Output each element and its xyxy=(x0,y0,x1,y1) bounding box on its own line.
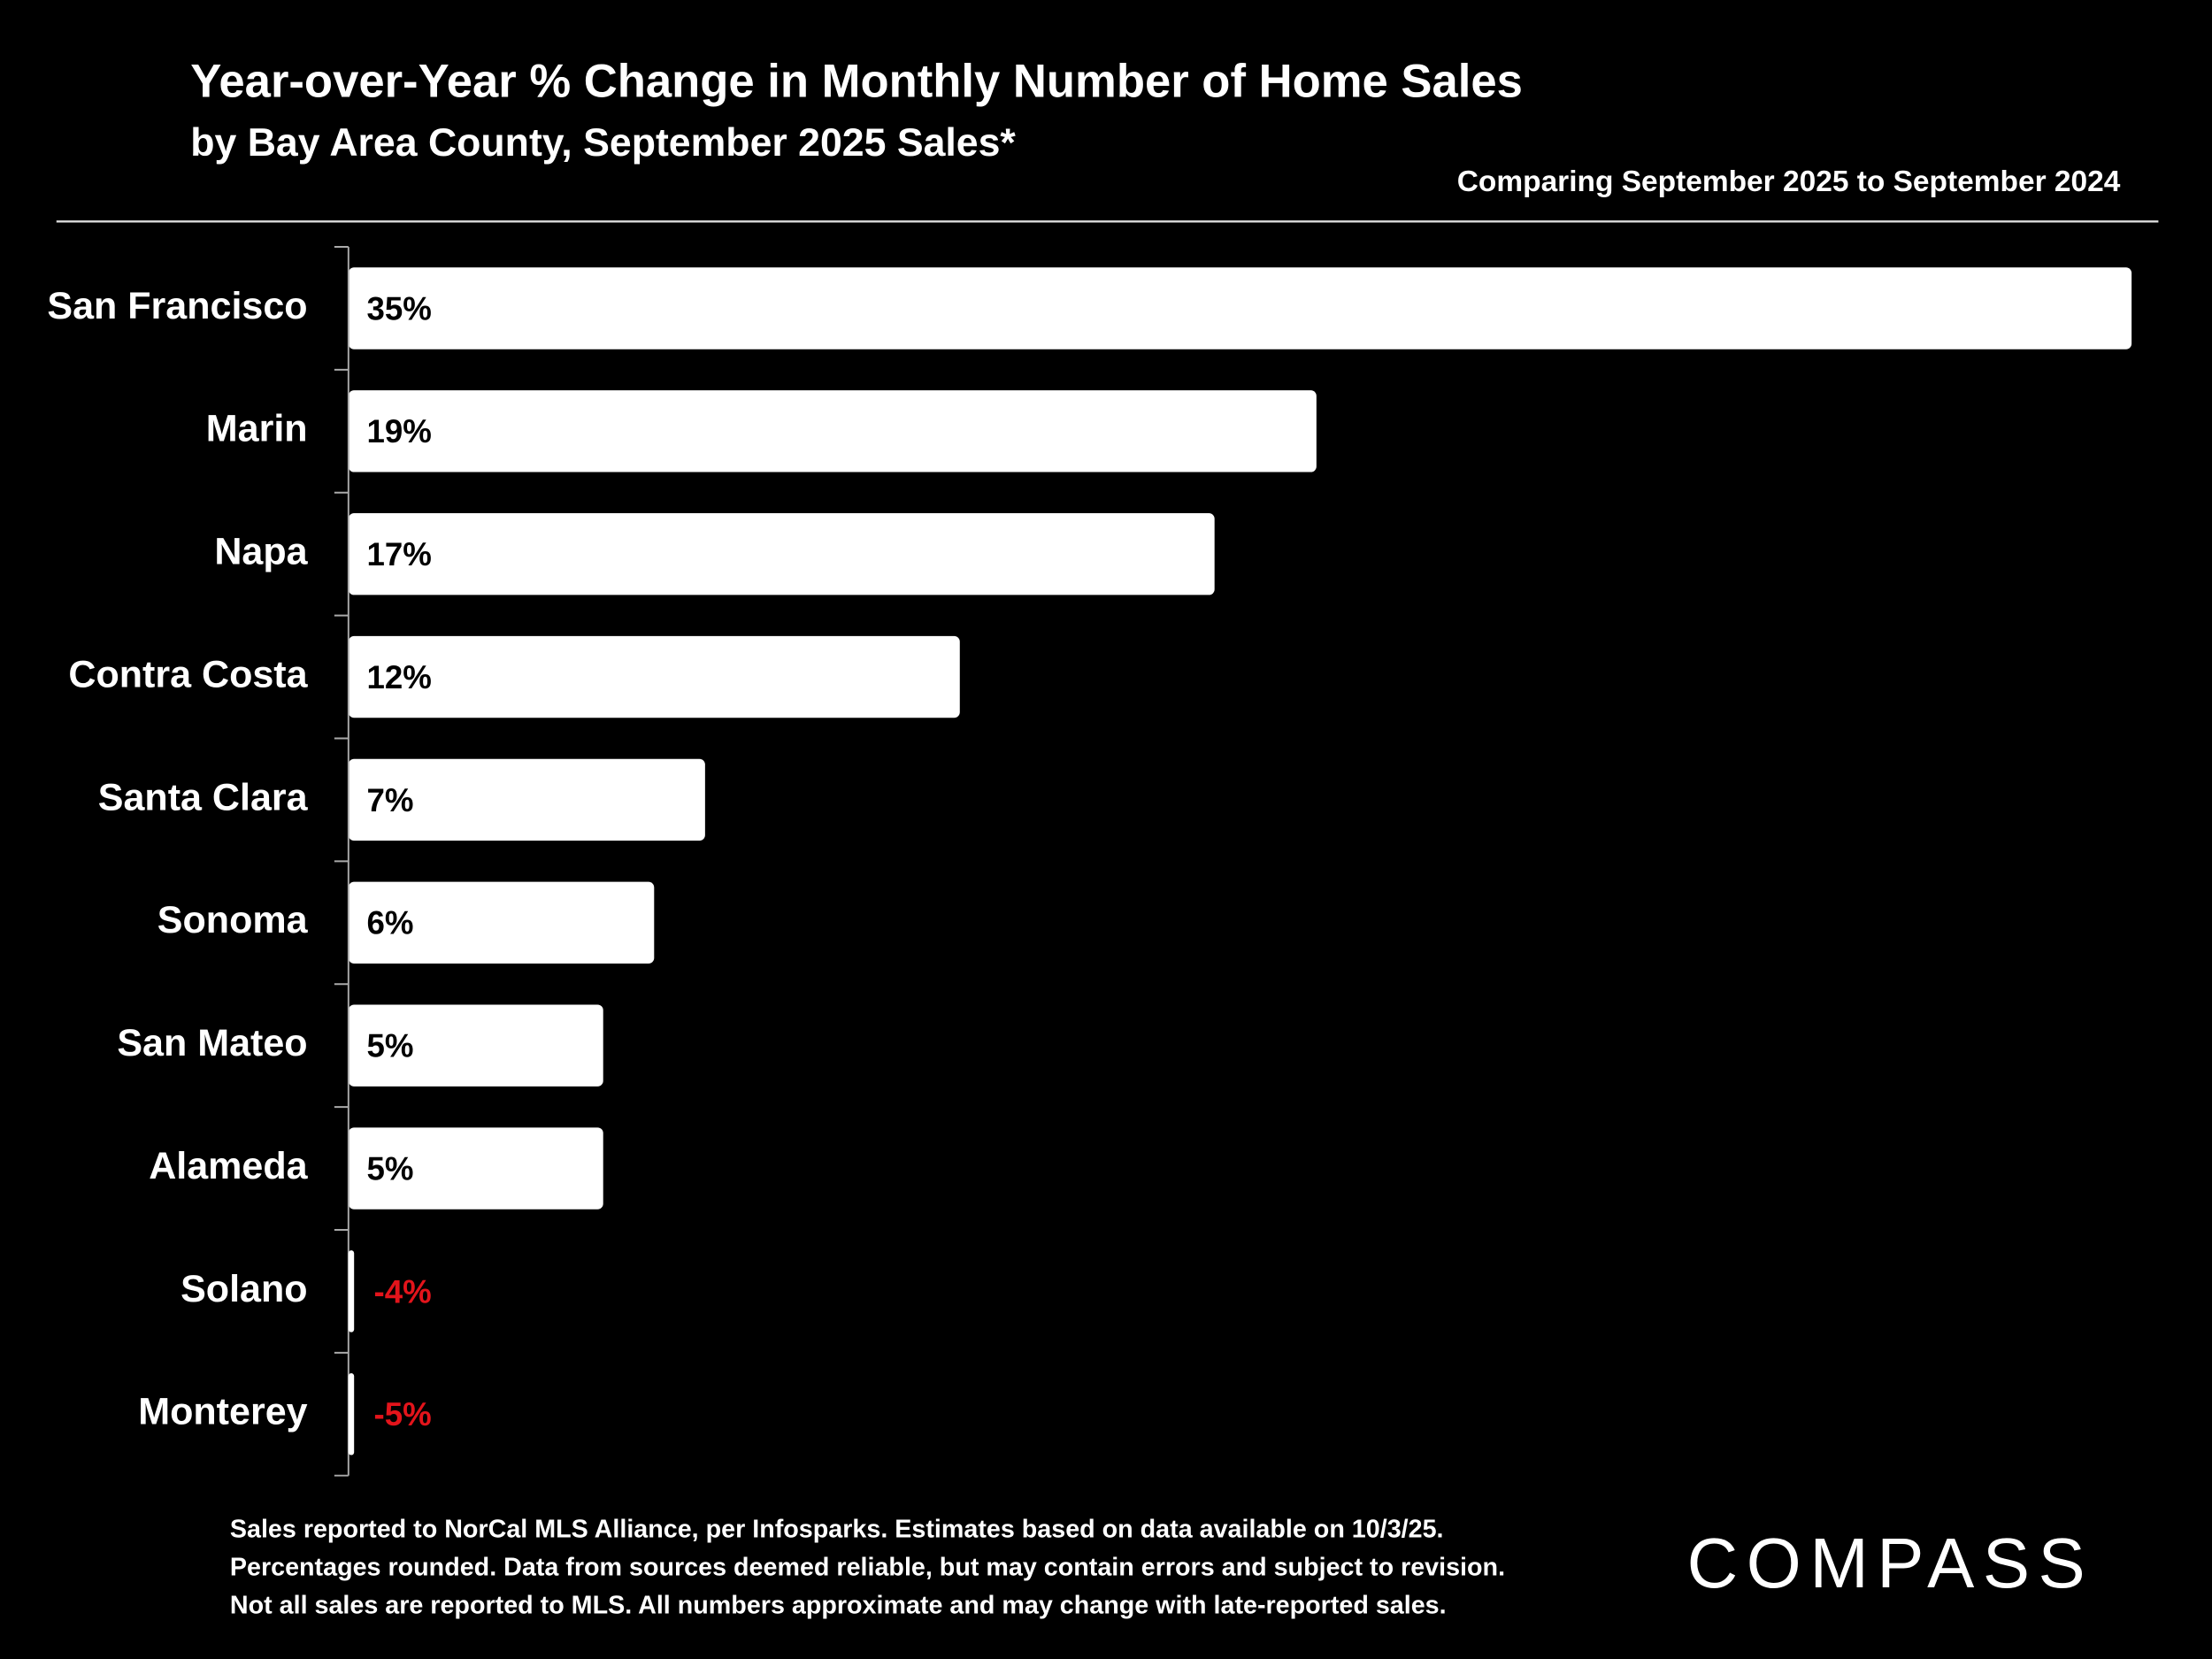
value-label: -4% xyxy=(374,1273,432,1310)
plot-area xyxy=(348,267,2132,1210)
bar xyxy=(348,1004,603,1087)
bar-edge xyxy=(348,1250,355,1333)
bar-edge xyxy=(348,1373,355,1455)
y-tick-label: Solano xyxy=(180,1268,307,1310)
y-tick-label: Sonoma xyxy=(157,899,309,941)
value-label: 17% xyxy=(367,536,432,572)
bar xyxy=(348,390,1317,472)
chart-note: Comparing September 2025 to September 20… xyxy=(1457,165,2121,198)
y-tick-label: Alameda xyxy=(149,1145,308,1187)
bar xyxy=(348,881,655,964)
value-label: 7% xyxy=(367,782,414,818)
footnote: Percentages rounded. Data from sources d… xyxy=(230,1554,1505,1582)
bar xyxy=(348,512,1215,595)
y-tick-label: Napa xyxy=(214,531,308,573)
footnote: Sales reported to NorCal MLS Alliance, p… xyxy=(230,1515,1444,1543)
y-tick-label: San Francisco xyxy=(47,285,307,327)
bar xyxy=(348,1127,603,1210)
value-label: 5% xyxy=(367,1150,414,1187)
bar xyxy=(348,758,705,841)
brand-logo: COMPASS xyxy=(1687,1524,2094,1602)
y-tick-label: San Mateo xyxy=(117,1022,307,1064)
y-tick-label: Monterey xyxy=(138,1391,307,1433)
value-label: 6% xyxy=(367,905,414,941)
value-label: 12% xyxy=(367,659,432,695)
y-tick-label: Marin xyxy=(206,408,308,450)
y-tick-label: Contra Costa xyxy=(68,653,308,695)
value-label: 5% xyxy=(367,1028,414,1064)
bar xyxy=(348,635,960,718)
value-label: 35% xyxy=(367,290,432,326)
chart-title: Year-over-Year % Change in Monthly Numbe… xyxy=(190,56,1523,108)
y-tick-label: Santa Clara xyxy=(98,776,309,818)
chart-subtitle: by Bay Area County, September 2025 Sales… xyxy=(190,121,1016,165)
bar xyxy=(348,267,2132,349)
footnote: Not all sales are reported to MLS. All n… xyxy=(230,1592,1447,1620)
value-label: -5% xyxy=(374,1396,432,1432)
value-label: 19% xyxy=(367,413,432,449)
